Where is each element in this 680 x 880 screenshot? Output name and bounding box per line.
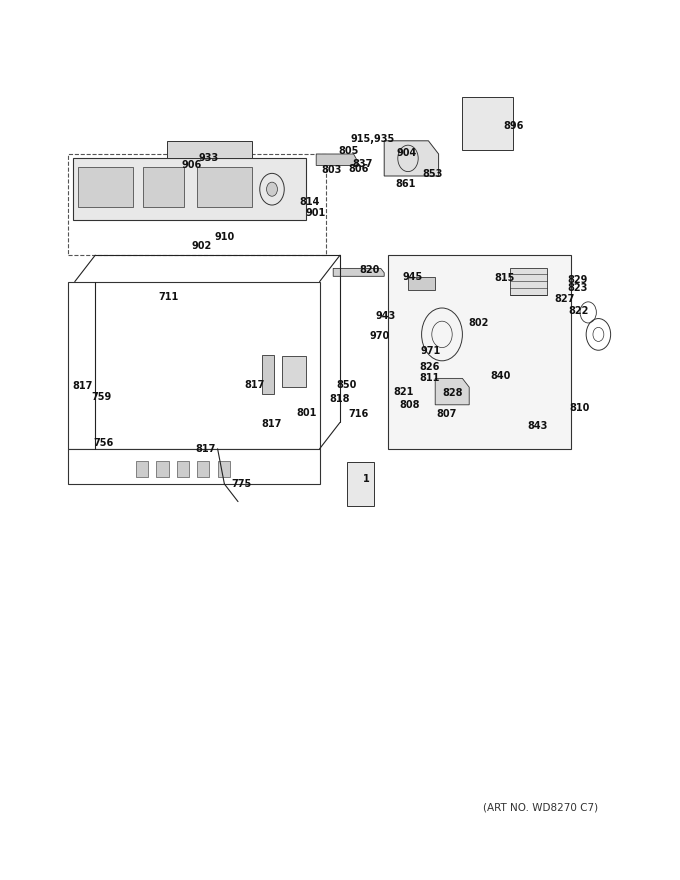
- Text: 817: 817: [245, 379, 265, 390]
- Text: 817: 817: [262, 419, 282, 429]
- Polygon shape: [333, 268, 384, 276]
- Text: 906: 906: [182, 160, 202, 171]
- Bar: [78, 167, 133, 207]
- Text: 850: 850: [337, 380, 357, 391]
- Text: 915,935: 915,935: [350, 134, 395, 144]
- Text: 828: 828: [442, 388, 462, 399]
- Bar: [510, 268, 547, 295]
- Text: 775: 775: [231, 479, 252, 489]
- Bar: [347, 462, 374, 506]
- Polygon shape: [73, 158, 306, 220]
- Text: 853: 853: [422, 169, 443, 180]
- Text: 759: 759: [91, 392, 112, 402]
- Text: 943: 943: [375, 311, 396, 321]
- Bar: [136, 461, 148, 477]
- Polygon shape: [167, 141, 252, 158]
- Bar: [282, 356, 306, 387]
- Text: 756: 756: [93, 437, 114, 448]
- Text: 811: 811: [420, 372, 440, 383]
- Text: 933: 933: [199, 153, 219, 164]
- Text: 945: 945: [403, 272, 423, 282]
- Text: 814: 814: [299, 197, 320, 208]
- Polygon shape: [68, 282, 320, 449]
- Text: 806: 806: [349, 164, 369, 174]
- Text: 861: 861: [395, 179, 415, 189]
- Text: 808: 808: [400, 400, 420, 410]
- Polygon shape: [388, 255, 571, 449]
- Text: 802: 802: [469, 318, 489, 328]
- Text: 817: 817: [196, 444, 216, 454]
- Text: 902: 902: [191, 241, 211, 252]
- Text: 1: 1: [362, 473, 369, 484]
- Text: 904: 904: [396, 148, 417, 158]
- Text: 820: 820: [360, 265, 380, 275]
- Bar: [197, 167, 252, 207]
- Text: 815: 815: [494, 273, 515, 283]
- Polygon shape: [435, 378, 469, 405]
- Bar: [218, 461, 230, 477]
- Bar: [177, 461, 189, 477]
- Text: 716: 716: [348, 409, 369, 420]
- Text: 822: 822: [568, 305, 589, 316]
- Text: (ART NO. WD8270 C7): (ART NO. WD8270 C7): [483, 803, 598, 813]
- Text: 901: 901: [305, 208, 326, 218]
- Text: 843: 843: [527, 421, 547, 431]
- Circle shape: [267, 182, 277, 196]
- Text: 807: 807: [437, 408, 457, 419]
- Text: 711: 711: [158, 292, 179, 303]
- Text: 817: 817: [72, 381, 92, 392]
- Bar: [197, 461, 209, 477]
- Polygon shape: [408, 277, 435, 290]
- Text: 970: 970: [369, 331, 390, 341]
- Polygon shape: [316, 154, 357, 165]
- Text: 805: 805: [338, 146, 358, 157]
- Text: 823: 823: [567, 282, 588, 293]
- Text: 810: 810: [570, 403, 590, 414]
- Text: 896: 896: [503, 121, 524, 131]
- Bar: [156, 461, 169, 477]
- Text: 826: 826: [420, 362, 440, 372]
- Polygon shape: [68, 449, 320, 484]
- Bar: [262, 355, 274, 394]
- Text: 910: 910: [214, 231, 235, 242]
- Text: 837: 837: [352, 158, 373, 169]
- Text: 829: 829: [567, 275, 588, 285]
- Text: 818: 818: [329, 393, 350, 404]
- Text: 827: 827: [554, 294, 575, 304]
- Text: 840: 840: [490, 370, 511, 381]
- Bar: [462, 97, 513, 150]
- Text: 803: 803: [321, 165, 341, 175]
- Bar: [68, 154, 326, 255]
- Bar: [143, 167, 184, 207]
- Text: 971: 971: [421, 346, 441, 356]
- Text: 821: 821: [394, 387, 414, 398]
- Text: 801: 801: [296, 407, 317, 418]
- Polygon shape: [384, 141, 439, 176]
